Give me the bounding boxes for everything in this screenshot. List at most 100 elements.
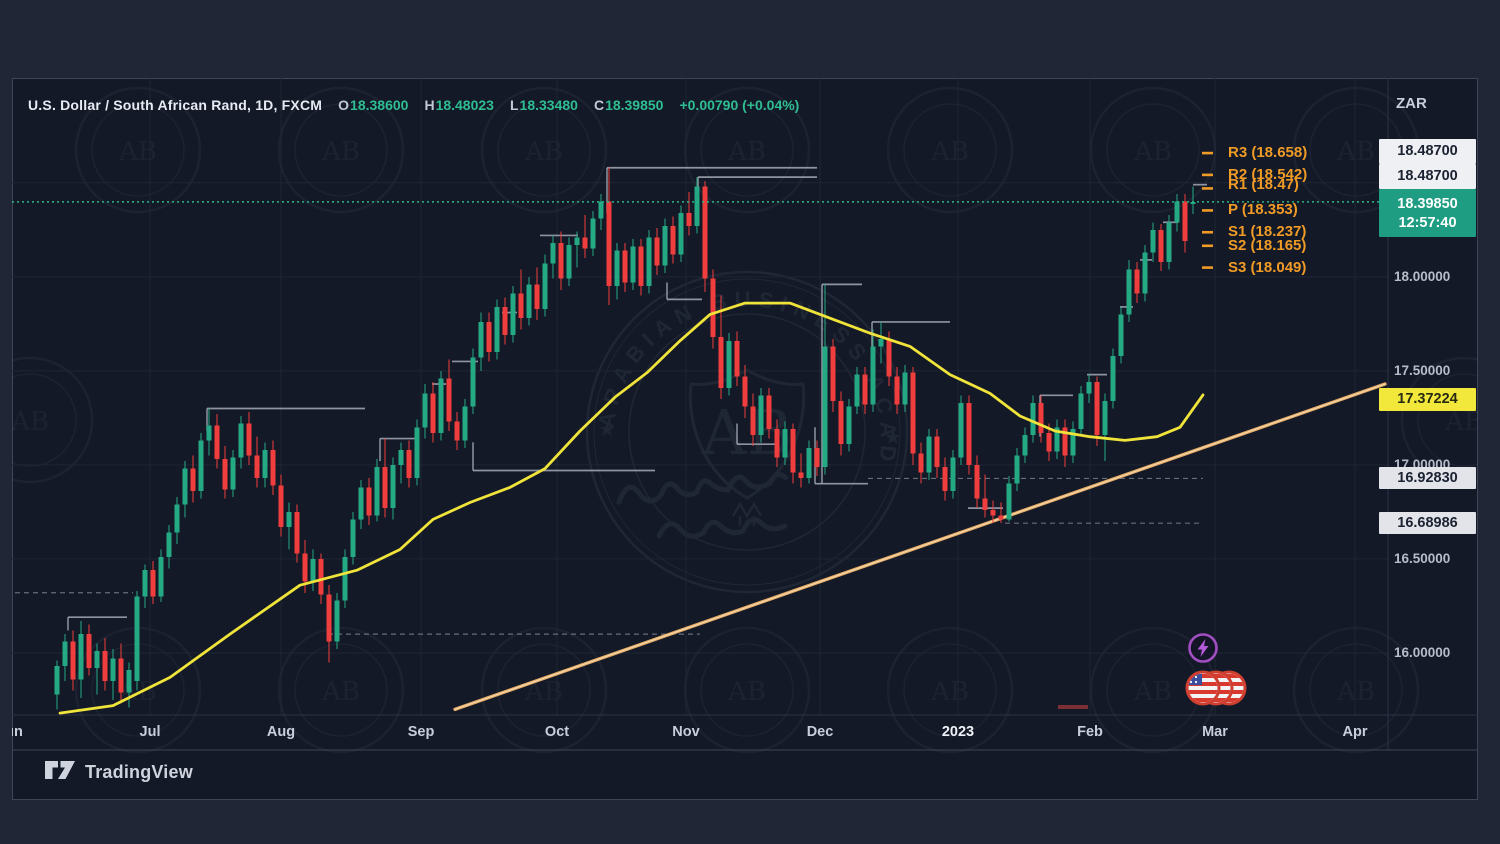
svg-text:AB: AB [930,137,969,167]
candle [462,399,468,448]
candle [582,214,588,259]
candle [470,348,476,415]
candle [174,496,180,544]
candle [222,446,228,499]
symbol-title[interactable]: U.S. Dollar / South African Rand, 1D, FX… [28,97,323,113]
candle [934,429,940,479]
high-line-badge-1: 18.48700 [1379,139,1476,164]
candle [414,419,420,486]
candle [654,227,660,275]
candle [62,634,68,682]
candle [198,432,204,499]
academy-seal-watermark: AB [277,626,405,754]
time-label-Mar: Mar [1202,724,1228,740]
candle [1022,427,1028,463]
time-label-Apr: Apr [1342,724,1368,740]
academy-seal-watermark: AB [1089,86,1217,214]
candle [766,387,772,439]
candle [1190,186,1196,214]
candle [126,662,132,708]
candle [278,474,284,537]
candle [846,399,852,452]
price-axis[interactable]: ZAR 18.00000 17.50000 17.00000 16.50000 16.0… [1379,78,1480,750]
candle [430,382,436,443]
svg-text:AB: AB [1444,407,1483,437]
academy-seal-watermark: AB [886,626,1014,754]
candle [326,585,332,663]
candle [454,412,460,450]
candle [638,239,644,296]
candle [982,474,988,518]
axis-event-marker [1058,705,1088,709]
pivot-dashes [1202,151,1213,269]
candle [742,365,748,418]
candle [1126,259,1132,322]
candle [998,502,1004,524]
last-price-badge: 18.39850 12:57:40 [1379,189,1476,237]
candle [590,211,596,257]
candle [86,624,92,676]
lightning-event-icon[interactable] [1188,633,1218,663]
candle [54,660,60,710]
candle [950,449,956,499]
ma-value-badge: 17.37224 [1379,388,1476,411]
candle [758,387,764,443]
candle [798,453,804,488]
ohlc-close: C18.39850 [593,97,664,113]
candle [958,395,964,465]
candle [190,455,196,503]
tradingview-logo-text[interactable]: TradingView [85,762,193,782]
candle [502,297,508,345]
candle [606,167,612,306]
candle [678,205,684,262]
candle [70,630,76,691]
candle [646,229,652,294]
candle [230,449,236,497]
time-label-Nov: Nov [672,724,700,740]
candle [518,269,524,330]
candle [78,620,84,699]
tradingview-logo-icon[interactable] [44,759,76,786]
gridlines [12,78,1388,715]
candle [902,365,908,413]
candle [1094,376,1100,447]
candle [870,329,876,413]
candle [1014,447,1020,492]
moving-average-line [58,301,1205,715]
candle [1006,476,1012,522]
svg-text:AB: AB [524,137,563,167]
time-label-Aug: Aug [266,724,296,740]
candle [942,457,948,501]
us-flag-events-icon[interactable] [1185,670,1247,706]
academy-seal-watermark: AB [886,86,1014,214]
candle [750,393,756,447]
candle [862,367,868,415]
time-label-Feb: Feb [1077,724,1103,740]
candle [102,637,108,691]
candle [726,333,732,396]
candle [422,384,428,439]
candle [478,312,484,371]
high-line-badge-2: 18.48700 [1379,164,1476,189]
trendline [453,382,1387,712]
candle [94,643,100,695]
candle [438,370,444,441]
time-label-2023: 2023 [941,724,975,740]
candle [534,267,540,321]
candle [1150,222,1156,262]
candle [1038,395,1044,443]
candle [1070,421,1076,463]
candle [710,269,716,349]
candle [734,331,740,386]
academy-seal-watermark: AB [480,86,608,214]
candle [1078,385,1084,437]
time-label-Dec: Dec [806,724,834,740]
svg-text:AB: AB [727,137,766,167]
time-axis[interactable]: un Jul Aug Sep Oct Nov Dec 2023 Feb Mar Apr [12,715,1388,750]
us-flag-icon [1185,670,1221,706]
svg-text:AB: AB [1133,137,1172,167]
